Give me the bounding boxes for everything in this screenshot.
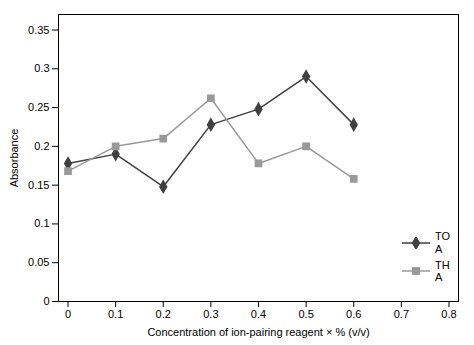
html-text:TO A: TO A <box>434 230 450 256</box>
svg-text:0.35: 0.35 <box>28 24 49 36</box>
svg-text:0.7: 0.7 <box>394 308 409 320</box>
svg-text:0.2: 0.2 <box>156 308 171 320</box>
svg-text:0.3: 0.3 <box>34 62 49 74</box>
svg-text:0.3: 0.3 <box>203 308 218 320</box>
svg-text:0.25: 0.25 <box>28 101 49 113</box>
svg-text:0.6: 0.6 <box>346 308 361 320</box>
svg-text:Absorbance: Absorbance <box>8 129 20 188</box>
svg-text:0: 0 <box>43 295 49 307</box>
svg-text:0.1: 0.1 <box>108 308 123 320</box>
svg-text:0.05: 0.05 <box>28 256 49 268</box>
svg-text:0.2: 0.2 <box>34 140 49 152</box>
svg-text:0.8: 0.8 <box>441 308 456 320</box>
svg-text:0.1: 0.1 <box>34 217 49 229</box>
svg-text:0.15: 0.15 <box>28 179 49 191</box>
svg-text:0: 0 <box>65 308 71 320</box>
svg-text:Concentration of ion-pairing r: Concentration of ion-pairing reagent × %… <box>147 326 369 338</box>
svg-text:0.4: 0.4 <box>251 308 266 320</box>
svg-text:0.5: 0.5 <box>298 308 313 320</box>
html-text:TH A: TH A <box>434 258 450 284</box>
